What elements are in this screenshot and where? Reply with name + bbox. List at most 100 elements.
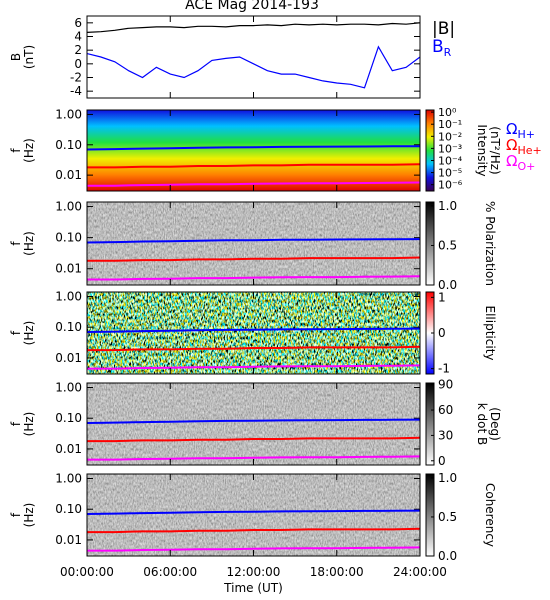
y-tick-label: 1.00 — [55, 380, 82, 394]
colorbar — [425, 201, 435, 286]
y-tick-label: 1.00 — [55, 471, 82, 485]
y-tick-label: 0.10 — [55, 320, 82, 334]
y-axis-label: (Hz) — [22, 503, 36, 528]
series-line — [87, 345, 421, 352]
colorbar-label: (nT²/Hz) — [488, 126, 502, 174]
series-line — [86, 145, 421, 151]
colorbar-label: Coherency — [483, 483, 497, 547]
series-line — [87, 275, 421, 281]
legend-subscript: He+ — [517, 144, 541, 157]
legend-label: ΩHe+ — [506, 136, 542, 157]
colorbar-tick-label: 0.0 — [438, 549, 457, 563]
y-axis-label: B — [9, 53, 23, 61]
colorbar — [425, 382, 435, 466]
y-tick-label: 0.10 — [55, 138, 82, 152]
plot-frame — [86, 382, 421, 466]
y-tick-label: 0.01 — [55, 351, 82, 365]
plot-frame — [86, 291, 421, 375]
legend-name: Ω — [506, 120, 517, 138]
colorbar-tick-label: 10⁻³ — [438, 142, 462, 155]
colorbar-tick-label: 10⁻⁵ — [438, 167, 462, 180]
y-axis-label: f — [9, 421, 23, 426]
x-tick-label: 06:00:00 — [143, 565, 197, 579]
spectrogram — [87, 383, 420, 465]
colorbar — [425, 109, 435, 192]
colorbar-label: Intensity — [475, 124, 489, 176]
y-tick-label: -2 — [70, 71, 82, 85]
series-line — [87, 163, 421, 169]
colorbar-tick-label: 0 — [438, 326, 446, 340]
spectrogram — [87, 474, 420, 556]
series-line — [87, 256, 421, 262]
colorbar-label: (Deg) — [488, 407, 502, 441]
title: ACE Mag 2014-193 — [185, 0, 319, 13]
series-line — [86, 238, 421, 244]
series-line — [86, 22, 421, 33]
colorbar-tick-label: -1 — [438, 362, 450, 376]
series-line — [86, 509, 421, 515]
plot-frame — [86, 473, 421, 557]
x-tick-label: 18:00:00 — [310, 565, 364, 579]
plot-frame — [86, 109, 421, 192]
legend-label: ΩH+ — [506, 120, 535, 141]
colorbar-tick-label: 10⁰ — [438, 106, 457, 119]
colorbar-tick-label: 10⁻² — [438, 130, 462, 143]
legend-name: Ω — [506, 136, 517, 154]
series-line — [87, 546, 421, 552]
series-line — [86, 45, 421, 89]
series-line — [87, 455, 421, 461]
plot-frame — [86, 201, 421, 286]
colorbar-tick-label: 10⁻⁴ — [438, 154, 463, 167]
series-line — [87, 436, 421, 443]
y-tick-label: 1.00 — [55, 107, 82, 121]
y-tick-label: 0.01 — [55, 262, 82, 276]
colorbar-label: % Polarization — [483, 201, 497, 286]
x-tick-label: 24:00:00 — [393, 565, 447, 579]
colorbar-tick-label: 30 — [438, 428, 453, 442]
colorbar-tick-label: 1.0 — [438, 471, 457, 485]
series-line — [87, 181, 421, 187]
y-tick-label: 0.10 — [55, 411, 82, 425]
y-tick-label: 0.10 — [55, 231, 82, 245]
y-tick-label: 1.00 — [55, 289, 82, 303]
legend-name: |B| — [432, 19, 455, 39]
y-axis-label: (nT) — [22, 45, 36, 69]
y-axis-label: (Hz) — [22, 231, 36, 256]
colorbar-tick-label: 1.0 — [438, 199, 457, 213]
y-tick-label: 0 — [74, 57, 82, 71]
spectrogram — [87, 110, 420, 191]
series-line — [87, 527, 421, 534]
colorbar-tick-label: 0.5 — [438, 238, 457, 252]
y-tick-label: -4 — [70, 84, 82, 98]
y-tick-label: 2 — [74, 43, 82, 57]
y-tick-label: 1.00 — [55, 200, 82, 214]
colorbar-tick-label: 90 — [438, 378, 453, 392]
x-tick-label: 00:00:00 — [60, 565, 114, 579]
colorbar-tick-label: 10⁻¹ — [438, 118, 462, 131]
legend-subscript: O+ — [517, 160, 535, 173]
series-line — [86, 327, 421, 333]
y-axis-label: (Hz) — [22, 138, 36, 163]
y-axis-label: f — [9, 512, 23, 517]
x-axis-label: Time (UT) — [223, 581, 283, 595]
legend-label: ΩO+ — [506, 152, 535, 173]
y-tick-label: 0.01 — [55, 442, 82, 456]
spectrogram — [87, 292, 420, 374]
y-tick-label: 0.10 — [55, 502, 82, 516]
x-tick-label: 12:00:00 — [227, 565, 281, 579]
series-line — [87, 364, 421, 370]
colorbar-tick-label: 0.0 — [438, 278, 457, 292]
colorbar-tick-label: 0.5 — [438, 510, 457, 524]
legend-subscript: R — [444, 46, 452, 59]
colorbar-label: Ellipticity — [483, 306, 497, 361]
spectrogram — [87, 202, 420, 285]
y-tick-label: 6 — [74, 16, 82, 30]
y-axis-label: f — [9, 148, 23, 153]
series-line — [86, 418, 421, 424]
y-tick-label: 0.01 — [55, 533, 82, 547]
colorbar — [425, 473, 435, 557]
legend-subscript: H+ — [517, 128, 535, 141]
y-tick-label: 0.01 — [55, 168, 82, 182]
colorbar-tick-label: 10⁻⁶ — [438, 179, 463, 192]
